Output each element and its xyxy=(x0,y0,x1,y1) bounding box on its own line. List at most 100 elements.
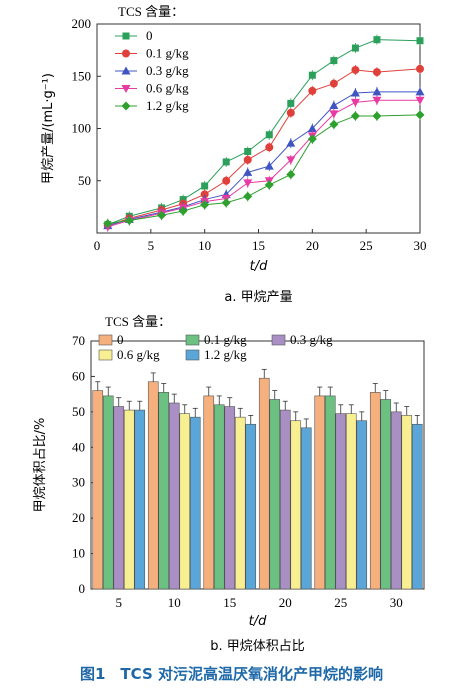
data-point xyxy=(243,191,253,201)
bar xyxy=(269,399,281,590)
data-point xyxy=(416,37,424,45)
y-tick-label: 40 xyxy=(72,439,85,454)
bar xyxy=(168,402,180,590)
data-point xyxy=(416,64,424,73)
data-point xyxy=(372,87,382,96)
legend-label: 0.3 g/kg xyxy=(290,332,333,347)
series-line xyxy=(107,114,421,225)
y-tick-label: 200 xyxy=(72,16,92,31)
x-axis-label: t/d xyxy=(249,614,267,629)
bar xyxy=(335,413,347,590)
x-axis-label: t/d xyxy=(250,259,268,274)
legend-title: TCS 含量： xyxy=(118,4,184,19)
y-tick-label: 20 xyxy=(72,510,85,525)
y-tick-label: 100 xyxy=(72,121,92,136)
y-axis-label: 甲烷体积占比/% xyxy=(33,418,48,513)
y-tick-label: 150 xyxy=(72,68,92,83)
bar xyxy=(224,406,236,590)
data-point xyxy=(222,176,231,185)
legend-marker xyxy=(121,85,131,93)
figure: 0 5 10 15 20 25 3050100150200t/d甲烷产量/(mL·g⁻¹)T… xyxy=(33,4,427,654)
bar xyxy=(179,413,191,590)
bar xyxy=(203,395,215,590)
data-point xyxy=(222,158,230,166)
legend-label: 0 xyxy=(117,332,124,347)
bar xyxy=(189,416,201,590)
data-point xyxy=(286,108,295,117)
x-tick-label: 15 xyxy=(223,595,236,610)
bar xyxy=(123,409,135,590)
data-point xyxy=(221,198,231,208)
data-point xyxy=(103,219,113,229)
bar xyxy=(369,392,381,590)
data-point xyxy=(350,111,360,121)
bar xyxy=(113,406,125,590)
bar xyxy=(102,395,114,590)
x-tick-label: 20 xyxy=(279,595,292,610)
figure-caption: 图1 TCS 对污泥高温厌氧消化产甲烷的影响 xyxy=(80,665,383,683)
legend-marker xyxy=(122,32,130,40)
data-point xyxy=(373,36,381,44)
data-point xyxy=(372,111,382,121)
data-point xyxy=(286,156,296,165)
data-point xyxy=(264,180,274,190)
data-point xyxy=(243,179,253,188)
bar xyxy=(279,409,291,590)
data-point xyxy=(244,147,252,155)
x-tick-label: 30 xyxy=(414,238,427,253)
data-point xyxy=(308,71,316,79)
data-point xyxy=(372,96,382,105)
legend-label: 0.1 g/kg xyxy=(204,332,247,347)
bar xyxy=(380,399,392,590)
data-point xyxy=(124,215,134,225)
bar xyxy=(356,420,368,590)
legend-title: TCS 含量： xyxy=(105,314,171,329)
data-point xyxy=(329,79,338,88)
data-point xyxy=(350,88,360,97)
methane-volume-ratio-chart: 0 10 20 30 40 50 60 70 5 10 15 20 25 30 t/d 甲烷体积占比/% TCS… xyxy=(33,314,425,654)
data-point xyxy=(415,110,425,120)
methane-production-chart: 0 5 10 15 20 25 30 50 100 150 200 t/d 甲烷产量/(mL·g⁻¹) T… xyxy=(41,4,427,305)
data-point xyxy=(200,200,210,210)
bar xyxy=(92,390,104,590)
data-point xyxy=(200,190,209,199)
bar xyxy=(390,411,402,590)
legend-swatch xyxy=(185,349,200,361)
legend-swatch xyxy=(185,334,200,346)
y-tick-label: 0 xyxy=(79,581,86,596)
bar xyxy=(234,416,246,590)
x-tick-label: 5 xyxy=(116,595,123,610)
x-tick-label: 25 xyxy=(334,595,347,610)
x-tick-label: 25 xyxy=(360,238,373,253)
bar xyxy=(401,415,413,590)
x-tick-label: 30 xyxy=(390,595,403,610)
bar xyxy=(158,392,170,590)
legend-swatch xyxy=(98,349,113,361)
data-point xyxy=(201,182,209,190)
legend-label: 0.3 g/kg xyxy=(146,63,189,78)
data-point xyxy=(287,99,295,107)
y-tick-label: 30 xyxy=(72,475,85,490)
data-point xyxy=(265,131,273,139)
legend-label: 0 xyxy=(146,28,153,43)
data-point xyxy=(157,210,167,220)
data-point xyxy=(330,57,338,65)
data-point xyxy=(329,101,339,110)
plot-frame xyxy=(90,340,425,590)
series-line xyxy=(107,99,420,228)
bar xyxy=(324,395,336,590)
data-point xyxy=(307,124,317,132)
chart-caption: b. 甲烷体积占比 xyxy=(210,639,305,654)
legend-marker xyxy=(121,66,131,75)
bar xyxy=(300,427,312,590)
data-point xyxy=(243,155,252,164)
data-point xyxy=(286,169,296,179)
data-point xyxy=(372,68,381,77)
legend-label: 1.2 g/kg xyxy=(146,98,189,113)
y-tick-label: 10 xyxy=(72,546,85,561)
x-tick-label: 10 xyxy=(168,595,181,610)
x-tick-label: 0 xyxy=(94,238,101,253)
x-tick-label: 5 xyxy=(148,238,155,253)
y-tick-label: 50 xyxy=(78,173,91,188)
data-point xyxy=(264,161,274,170)
